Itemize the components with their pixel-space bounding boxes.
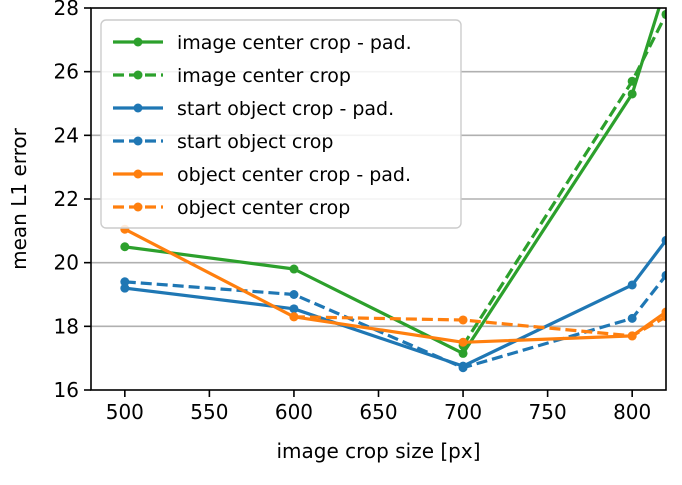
data-point — [458, 337, 468, 347]
data-point — [627, 76, 637, 86]
data-point — [661, 235, 666, 245]
data-point — [627, 331, 637, 341]
x-tick-label: 800 — [613, 400, 651, 424]
legend-label: start object crop - pad. — [177, 98, 394, 120]
legend-box — [100, 19, 462, 229]
x-tick-label: 700 — [444, 400, 482, 424]
y-tick-label: 24 — [54, 123, 79, 147]
y-tick-label: 28 — [54, 0, 79, 20]
x-tick-label: 750 — [529, 400, 567, 424]
y-tick-label: 26 — [54, 60, 79, 84]
data-point — [458, 363, 468, 373]
y-axis-label: mean L1 error — [7, 127, 31, 269]
legend-item: object center crop - pad. — [113, 164, 411, 186]
legend-item: start object crop — [113, 131, 333, 153]
legend-label: image center crop - pad. — [177, 32, 412, 54]
series-line — [293, 315, 666, 338]
y-tick-label: 16 — [54, 378, 79, 402]
data-point — [661, 270, 666, 280]
tick-labels: 500 550 600 650 700 750 800 16 18 20 22 24 26 28 — [54, 0, 652, 424]
data-point — [627, 313, 637, 323]
legend-label: object center crop — [177, 197, 350, 219]
y-tick-label: 20 — [54, 251, 79, 275]
legend-label: object center crop - pad. — [177, 164, 411, 186]
legend-item: image center crop — [113, 65, 351, 87]
series-1 — [458, 9, 666, 350]
legend: image center crop - pad. image center cro… — [100, 19, 462, 229]
x-tick-label: 650 — [359, 400, 397, 424]
series-line — [124, 274, 666, 370]
data-point — [458, 315, 468, 325]
data-point — [120, 283, 130, 293]
data-point — [289, 312, 299, 322]
series-line — [124, 227, 666, 344]
series-5 — [289, 312, 666, 341]
data-point — [661, 312, 666, 322]
legend-marker — [133, 136, 143, 146]
data-point — [289, 304, 299, 314]
series-line — [461, 13, 666, 347]
legend-item: start object crop - pad. — [113, 98, 394, 120]
legend-marker — [133, 103, 143, 113]
legend-marker — [133, 37, 143, 47]
data-point — [120, 277, 130, 287]
x-tick-label: 500 — [106, 400, 144, 424]
legend-item: image center crop - pad. — [113, 32, 412, 54]
data-point — [289, 290, 299, 299]
data-point — [458, 348, 468, 358]
x-axis-label: image crop size [px] — [277, 439, 481, 463]
legend-label: image center crop — [177, 65, 351, 87]
series-3 — [120, 270, 666, 373]
legend-marker — [133, 202, 143, 212]
series-layer — [120, 8, 666, 373]
y-tick-label: 18 — [54, 314, 79, 338]
data-point — [627, 89, 637, 99]
x-tick-label: 600 — [275, 400, 313, 424]
data-point — [120, 242, 130, 252]
data-point — [661, 9, 666, 19]
series-4 — [120, 224, 666, 347]
legend-item: object center crop — [113, 197, 350, 219]
x-tick-label: 550 — [190, 400, 228, 424]
y-tick-label: 22 — [54, 187, 79, 211]
legend-marker — [133, 70, 143, 80]
legend-label: start object crop — [177, 131, 333, 153]
data-point — [289, 264, 299, 274]
legend-marker — [133, 169, 143, 179]
series-line — [124, 239, 666, 368]
data-point — [627, 280, 637, 290]
